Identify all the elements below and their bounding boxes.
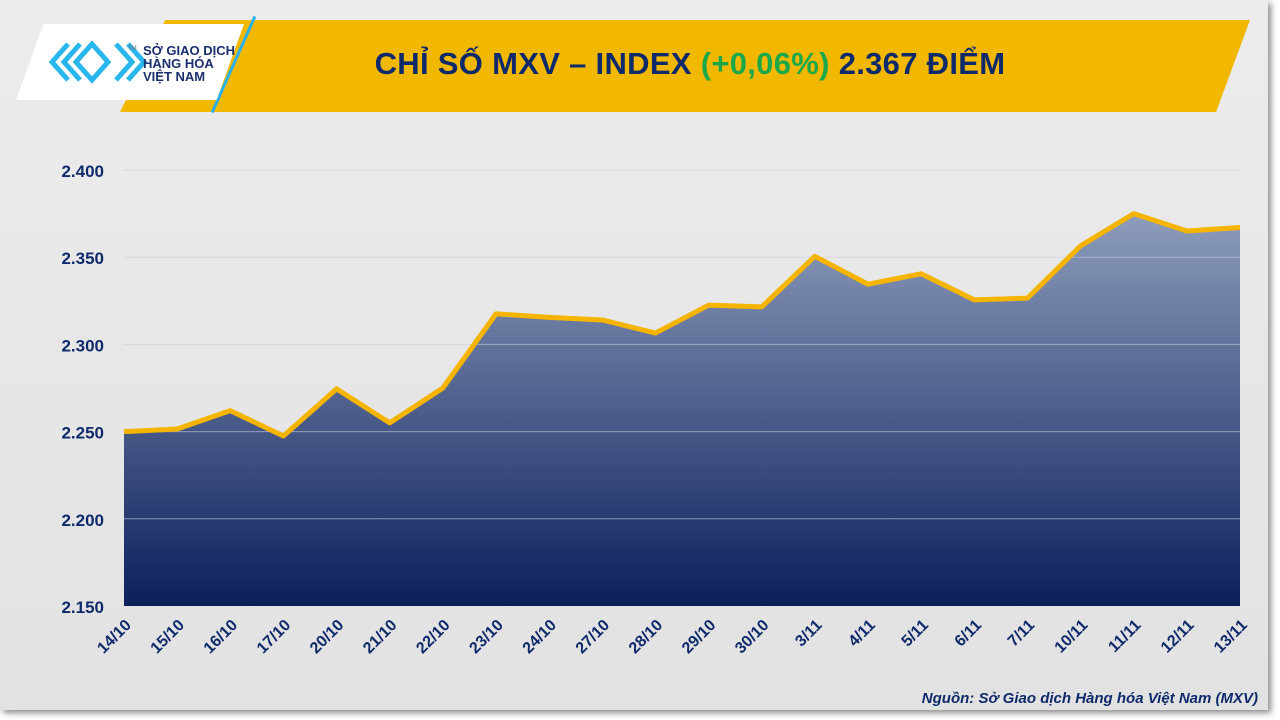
y-tick-label: 2.300 — [61, 336, 104, 355]
x-tick-label: 20/10 — [307, 617, 347, 657]
x-tick-label: 30/10 — [732, 617, 772, 657]
x-tick-label: 11/11 — [1105, 617, 1144, 656]
x-tick-label: 28/10 — [626, 617, 666, 657]
x-tick-label: 3/11 — [792, 617, 825, 650]
area-fill — [124, 213, 1240, 606]
x-tick-label: 23/10 — [466, 617, 506, 657]
series-line — [123, 211, 1241, 439]
logo-line-1: SỞ GIAO DỊCH — [143, 43, 235, 58]
logo-line-2: HÀNG HÓA — [143, 56, 214, 71]
logo-mark-icon — [48, 40, 148, 84]
logo-line-3: VIỆT NAM — [143, 69, 206, 84]
source-note: Nguồn: Sở Giao dịch Hàng hóa Việt Nam (M… — [921, 690, 1258, 707]
logo-text: SỞ GIAO DỊCH HÀNG HÓA VIỆT NAM — [143, 44, 235, 83]
x-tick-label: 21/10 — [360, 617, 400, 657]
x-tick-label: 7/11 — [1005, 617, 1038, 650]
x-tick-label: 24/10 — [520, 617, 560, 657]
x-tick-label: 15/10 — [148, 617, 188, 657]
y-tick-label: 2.150 — [61, 598, 104, 617]
y-tick-label: 2.350 — [61, 249, 104, 268]
logo-tm: TM — [128, 46, 137, 52]
title-banner — [120, 20, 1250, 112]
x-tick-label: 6/11 — [952, 617, 985, 650]
x-tick-label: 29/10 — [679, 617, 719, 657]
x-tick-label: 12/11 — [1158, 617, 1198, 657]
x-tick-label: 14/10 — [94, 617, 134, 657]
x-tick-label: 17/10 — [254, 617, 294, 657]
index-value: 2.367 ĐIỂM — [838, 46, 1006, 81]
y-tick-label: 2.250 — [61, 424, 104, 443]
mxv-logo: TM — [16, 24, 244, 100]
x-tick-label: 13/11 — [1211, 617, 1251, 657]
x-tick-label: 22/10 — [413, 617, 453, 657]
y-tick-label: 2.200 — [61, 511, 104, 530]
x-tick-label: 4/11 — [845, 617, 878, 650]
chart-title: CHỈ SỐ MXV – INDEX (+0,06%) 2.367 ĐIỂM — [250, 46, 1130, 82]
title-prefix: CHỈ SỐ MXV – INDEX — [374, 46, 692, 81]
x-tick-label: 5/11 — [899, 617, 932, 650]
index-change: (+0,06%) — [700, 46, 830, 81]
x-tick-label: 16/10 — [201, 617, 241, 657]
x-tick-label: 27/10 — [573, 617, 613, 657]
x-tick-label: 10/11 — [1052, 617, 1092, 657]
y-tick-label: 2.400 — [61, 162, 104, 181]
